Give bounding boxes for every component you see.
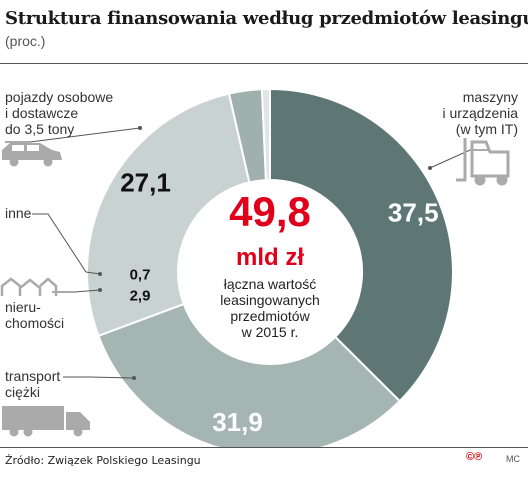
donut-chart: pojazdy osobowe i dostawcze do 3,5 tony mas… (0, 87, 518, 448)
car-icon (2, 143, 62, 167)
category-labels: pojazdy osobowe i dostawcze do 3,5 tony mas… (5, 89, 518, 400)
leader-lines (5, 126, 490, 380)
leader-dot-maszyny (428, 166, 432, 170)
slice-inne (260, 87, 271, 182)
value-label-transport: 27,1 (120, 167, 171, 197)
top-divider (0, 63, 528, 64)
truck-icon (2, 406, 90, 437)
leader-dot-transport (132, 376, 136, 380)
leader-dot-nieruchomosci (98, 288, 102, 292)
category-label-transport: transport ciężki (5, 368, 60, 400)
value-label-maszyny: 31,9 (212, 407, 263, 437)
center-desc-line: łączna wartość (224, 276, 317, 292)
slice-maszyny (97, 302, 402, 448)
leader-line-maszyny (429, 149, 490, 169)
value-label-pojazdy: 37,5 (388, 197, 439, 227)
category-icons (0, 138, 510, 437)
value-label-nieruchomosci: 2,9 (130, 288, 151, 305)
center-desc-line: leasingowanych (220, 292, 320, 308)
chart-title: Struktura finansowania według przedmiotó… (5, 8, 528, 29)
copyright-mark: ©℗ (466, 451, 483, 463)
category-label-inne: inne (5, 205, 32, 221)
houses-icon (0, 277, 58, 296)
center-desc-line: w 2015 r. (241, 324, 299, 340)
center-summary: 49,8 mld zł łączna wartośćleasingowanychpr… (220, 188, 320, 340)
center-total-unit: mld zł (236, 244, 304, 271)
leader-line-nieruchomosci (52, 289, 101, 293)
author-initials: MC (506, 454, 520, 464)
forklift-icon (456, 138, 510, 186)
center-desc-line: przedmiotów (230, 308, 310, 324)
leader-line-transport (63, 376, 135, 379)
category-label-maszyny: maszyny i urządzenia (w tym IT) (443, 89, 519, 137)
leader-dot-inne (98, 272, 102, 276)
source-note: Źródło: Związek Polskiego Leasingu (5, 454, 201, 467)
value-labels: 37,5 31,9 27,1 2,9 0,7 (120, 167, 438, 437)
value-label-inne: 0,7 (130, 267, 151, 284)
leader-dot-pojazdy (138, 126, 142, 130)
slice-pojazdy (269, 87, 454, 403)
leader-line-inne (32, 213, 101, 275)
donut-slices (86, 87, 454, 448)
chart-subtitle: (proc.) (5, 33, 46, 49)
category-label-nieruchomosci: nieru-chomości (5, 299, 64, 331)
category-label-pojazdy: pojazdy osobowe i dostawcze do 3,5 tony (5, 89, 113, 137)
bottom-divider (0, 447, 528, 448)
leader-line-pojazdy (5, 127, 141, 143)
center-total-value: 49,8 (229, 188, 311, 235)
slice-transport (86, 92, 251, 338)
